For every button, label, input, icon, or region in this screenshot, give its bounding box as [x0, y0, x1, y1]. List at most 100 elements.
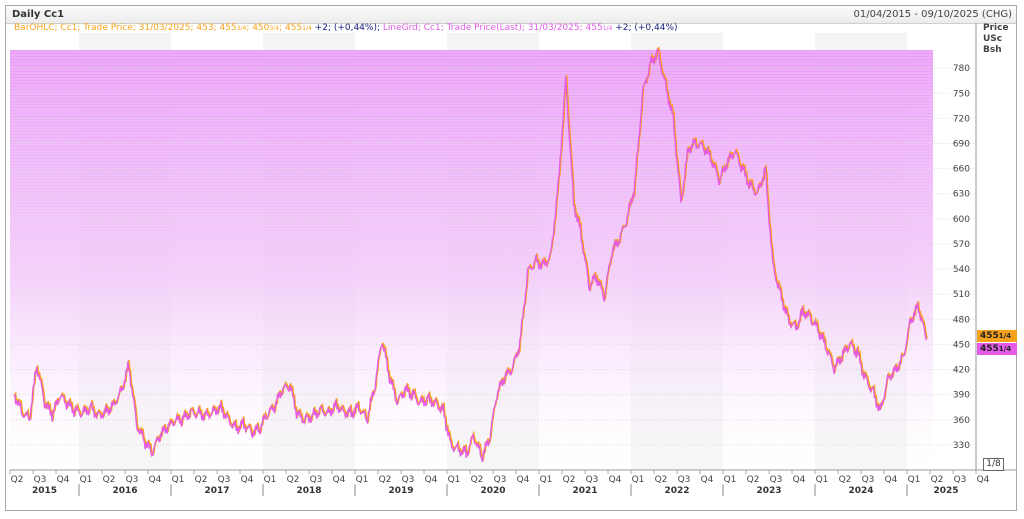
quarter-label: Q4: [885, 475, 898, 485]
quarter-label: Q2: [471, 475, 484, 485]
quarter-label: Q2: [195, 475, 208, 485]
legend-change-1: +2; (+0,44%);: [314, 23, 381, 33]
quarter-label: Q3: [310, 475, 323, 485]
unit-label: Bsh: [983, 45, 1002, 55]
y-tick-label: 510: [953, 290, 970, 300]
y-tick-label: 780: [953, 64, 970, 74]
y-tick-label: 420: [953, 366, 970, 376]
x-axis: Q2 Q3 Q4 Q1 Q2 Q3 Q4 Q1 Q2 Q3 Q4 Q1 Q2 Q3 Q4 Q1 Q2 Q3 Q4 Q1…: [9, 469, 1016, 496]
quarter-label: Q3: [678, 475, 691, 485]
legend-bar-ohlc-close: ; 455: [279, 23, 303, 33]
year-label: 2024: [848, 486, 873, 496]
year-label: 2018: [296, 486, 321, 496]
y-tick-label: 450: [953, 340, 970, 350]
legend-frac: 3/4: [269, 25, 280, 32]
quarter-label: Q4: [333, 475, 346, 485]
y-tick-label: 690: [953, 140, 970, 150]
date-range: 01/04/2015 - 09/10/2025 (CHG): [853, 9, 1012, 20]
y-tick-label: 750: [953, 89, 970, 99]
quarter-label: Q2: [103, 475, 116, 485]
last-price-tag-ohlc: 4551/4: [977, 330, 1017, 342]
quarter-label: Q2: [287, 475, 300, 485]
quarter-label: Q1: [632, 475, 645, 485]
quarter-label: Q1: [172, 475, 185, 485]
legend-bar-ohlc-text: BarOHLC; Cc1; Trade Price; 31/03/2025; 4…: [14, 23, 237, 33]
year-label: 2021: [572, 486, 597, 496]
quarter-label: Q3: [218, 475, 231, 485]
year-label: 2022: [664, 486, 689, 496]
tag-whole: 455: [980, 344, 999, 354]
quarter-label: Q3: [494, 475, 507, 485]
legend-line-grd-text: LineGrd; Cc1; Trade Price(Last); 31/03/2…: [382, 23, 603, 33]
line-grd-series: [13, 48, 927, 463]
quarter-label: Q2: [563, 475, 576, 485]
year-label: 2025: [933, 486, 958, 496]
y-tick-label: 660: [953, 165, 970, 175]
y-axis: 330 360 390 420 450 480 510 540 570 600 630 660 690 7…: [953, 23, 977, 470]
quarter-label: Q2: [747, 475, 760, 485]
y-tick-label: 570: [953, 240, 970, 250]
y-tick-label: 390: [953, 391, 970, 401]
year-label: 2020: [480, 486, 505, 496]
y-tick-label: 360: [953, 416, 970, 426]
tag-frac: 1/4: [998, 345, 1012, 353]
quarter-label: Q4: [517, 475, 530, 485]
year-label: 2016: [112, 486, 137, 496]
quarter-label: Q3: [954, 475, 967, 485]
quarter-label: Q3: [586, 475, 599, 485]
legend-frac: 1/4: [602, 25, 613, 32]
quarter-label: Q2: [11, 475, 24, 485]
quarter-label: Q1: [448, 475, 461, 485]
quarter-label: Q3: [34, 475, 47, 485]
tag-frac: 1/4: [998, 332, 1012, 340]
legend-frac: 1/4: [302, 25, 312, 32]
last-price-tag-line: 4551/4: [977, 343, 1017, 355]
year-label: 2017: [204, 486, 229, 496]
year-label: 2015: [32, 486, 57, 496]
quarter-label: Q2: [379, 475, 392, 485]
quarter-label: Q2: [839, 475, 852, 485]
legend-frac: 3/4: [236, 25, 247, 32]
price-axis-label: Price: [983, 23, 1009, 33]
quarter-label: Q1: [264, 475, 277, 485]
quarter-label: Q4: [241, 475, 254, 485]
quarter-label: Q1: [540, 475, 553, 485]
quarter-label: Q4: [609, 475, 622, 485]
legend: BarOHLC; Cc1; Trade Price; 31/03/2025; 4…: [14, 23, 678, 33]
quarter-label: Q1: [908, 475, 921, 485]
quarter-label: Q4: [57, 475, 70, 485]
legend-change-2: +2; (+0,44%): [615, 23, 678, 33]
quarter-label: Q3: [862, 475, 875, 485]
quarter-label: Q1: [356, 475, 369, 485]
quarter-label: Q3: [126, 475, 139, 485]
quarter-label: Q4: [701, 475, 714, 485]
y-tick-label: 540: [953, 265, 970, 275]
legend-bar-ohlc-low: ; 450: [246, 23, 270, 33]
quarter-label: Q3: [770, 475, 783, 485]
chart-title: Daily Cc1: [12, 9, 65, 20]
price-gradient-area: [10, 50, 933, 470]
legend-bar-ohlc[interactable]: BarOHLC; Cc1; Trade Price; 31/03/2025; 4…: [14, 23, 315, 33]
quarter-label: Q2: [655, 475, 668, 485]
quarter-label: Q3: [402, 475, 415, 485]
price-axis-header: Price USc Bsh: [983, 23, 1009, 56]
legend-line-grd[interactable]: LineGrd; Cc1; Trade Price(Last); 31/03/2…: [383, 23, 615, 33]
series-group: [13, 46, 928, 463]
currency-label: USc: [983, 34, 1003, 44]
y-tick-label: 600: [953, 215, 970, 225]
tag-whole: 455: [980, 331, 999, 341]
quarter-label: Q1: [816, 475, 829, 485]
quarter-label: Q4: [425, 475, 438, 485]
y-tick-label: 630: [953, 190, 970, 200]
year-label: 2019: [388, 486, 413, 496]
fraction-toggle-button[interactable]: 1/8: [983, 458, 1004, 471]
year-label: 2023: [756, 486, 781, 496]
quarter-label: Q1: [724, 475, 737, 485]
quarter-label: Q4: [793, 475, 806, 485]
quarter-label: Q2: [931, 475, 944, 485]
y-tick-label: 330: [953, 441, 970, 451]
quarter-label: Q4: [977, 475, 990, 485]
quarter-label: Q4: [149, 475, 162, 485]
y-tick-label: 720: [953, 114, 970, 124]
